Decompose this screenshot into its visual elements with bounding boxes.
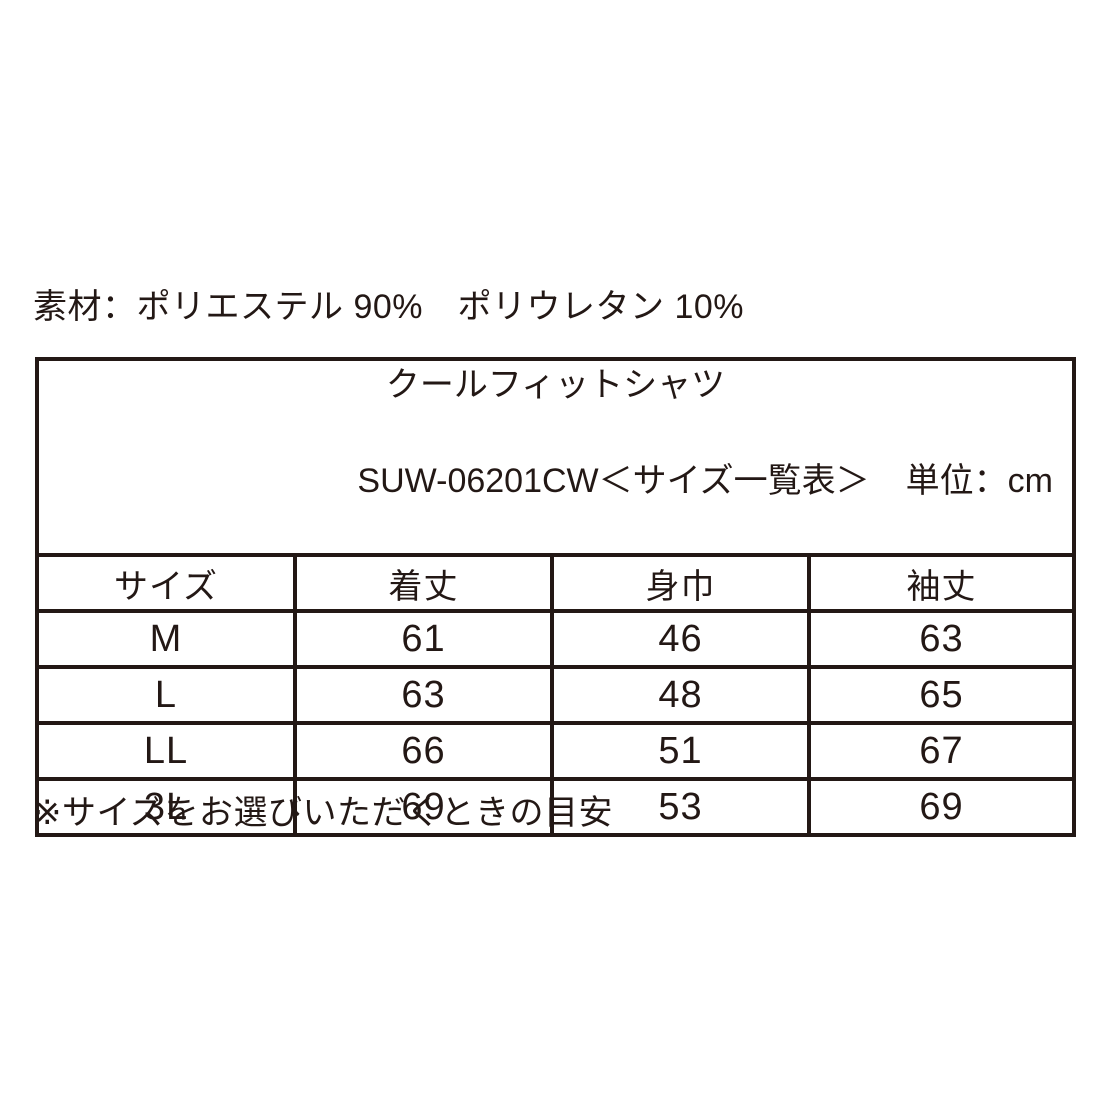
table-row-3l: 3L 69 53 69 <box>35 777 1077 837</box>
table-header-row: サイズ 着丈 身巾 袖丈 <box>35 553 1077 613</box>
sleeve-length-l: 65 <box>806 665 1077 725</box>
column-header-body-length: 着丈 <box>293 553 554 613</box>
body-width-3l: 53 <box>550 777 811 837</box>
size-chart-table: クールフィットシャツ SUW-06201CW＜サイズ一覧表＞ 単位：cm サイズ … <box>34 357 1077 837</box>
body-length-l: 63 <box>293 665 554 725</box>
size-label-l: L <box>35 665 297 725</box>
size-label-m: M <box>35 609 297 669</box>
material-composition-text: 素材：ポリエステル 90% ポリウレタン 10% <box>33 288 744 326</box>
body-length-ll: 66 <box>293 721 554 781</box>
size-label-ll: LL <box>35 721 297 781</box>
table-row-l: L 63 48 65 <box>35 665 1077 725</box>
size-label-3l: 3L <box>35 777 297 837</box>
table-row-ll: LL 66 51 67 <box>35 721 1077 781</box>
body-width-m: 46 <box>550 609 811 669</box>
table-row-m: M 61 46 63 <box>35 609 1077 669</box>
product-name-title: クールフィットシャツ <box>385 366 726 404</box>
column-header-size: サイズ <box>35 553 297 613</box>
model-number-subtitle: SUW-06201CW＜サイズ一覧表＞ <box>357 462 870 500</box>
sleeve-length-m: 63 <box>806 609 1077 669</box>
column-header-body-width: 身巾 <box>550 553 811 613</box>
column-header-sleeve-length: 袖丈 <box>806 553 1077 613</box>
table-title-row: クールフィットシャツ SUW-06201CW＜サイズ一覧表＞ 単位：cm <box>34 357 1077 557</box>
body-width-l: 48 <box>550 665 811 725</box>
sleeve-length-3l: 69 <box>806 777 1077 837</box>
unit-label: 単位：cm <box>905 462 1053 500</box>
body-length-m: 61 <box>293 609 554 669</box>
model-number-line: SUW-06201CW＜サイズ一覧表＞ 単位：cm <box>132 409 1100 553</box>
body-width-ll: 51 <box>550 721 811 781</box>
body-length-3l: 69 <box>293 777 554 837</box>
table-title-cell: クールフィットシャツ SUW-06201CW＜サイズ一覧表＞ 単位：cm <box>34 357 1077 557</box>
sleeve-length-ll: 67 <box>806 721 1077 781</box>
size-selection-note: ※サイズをお選びいただくときの目安 <box>33 794 613 832</box>
